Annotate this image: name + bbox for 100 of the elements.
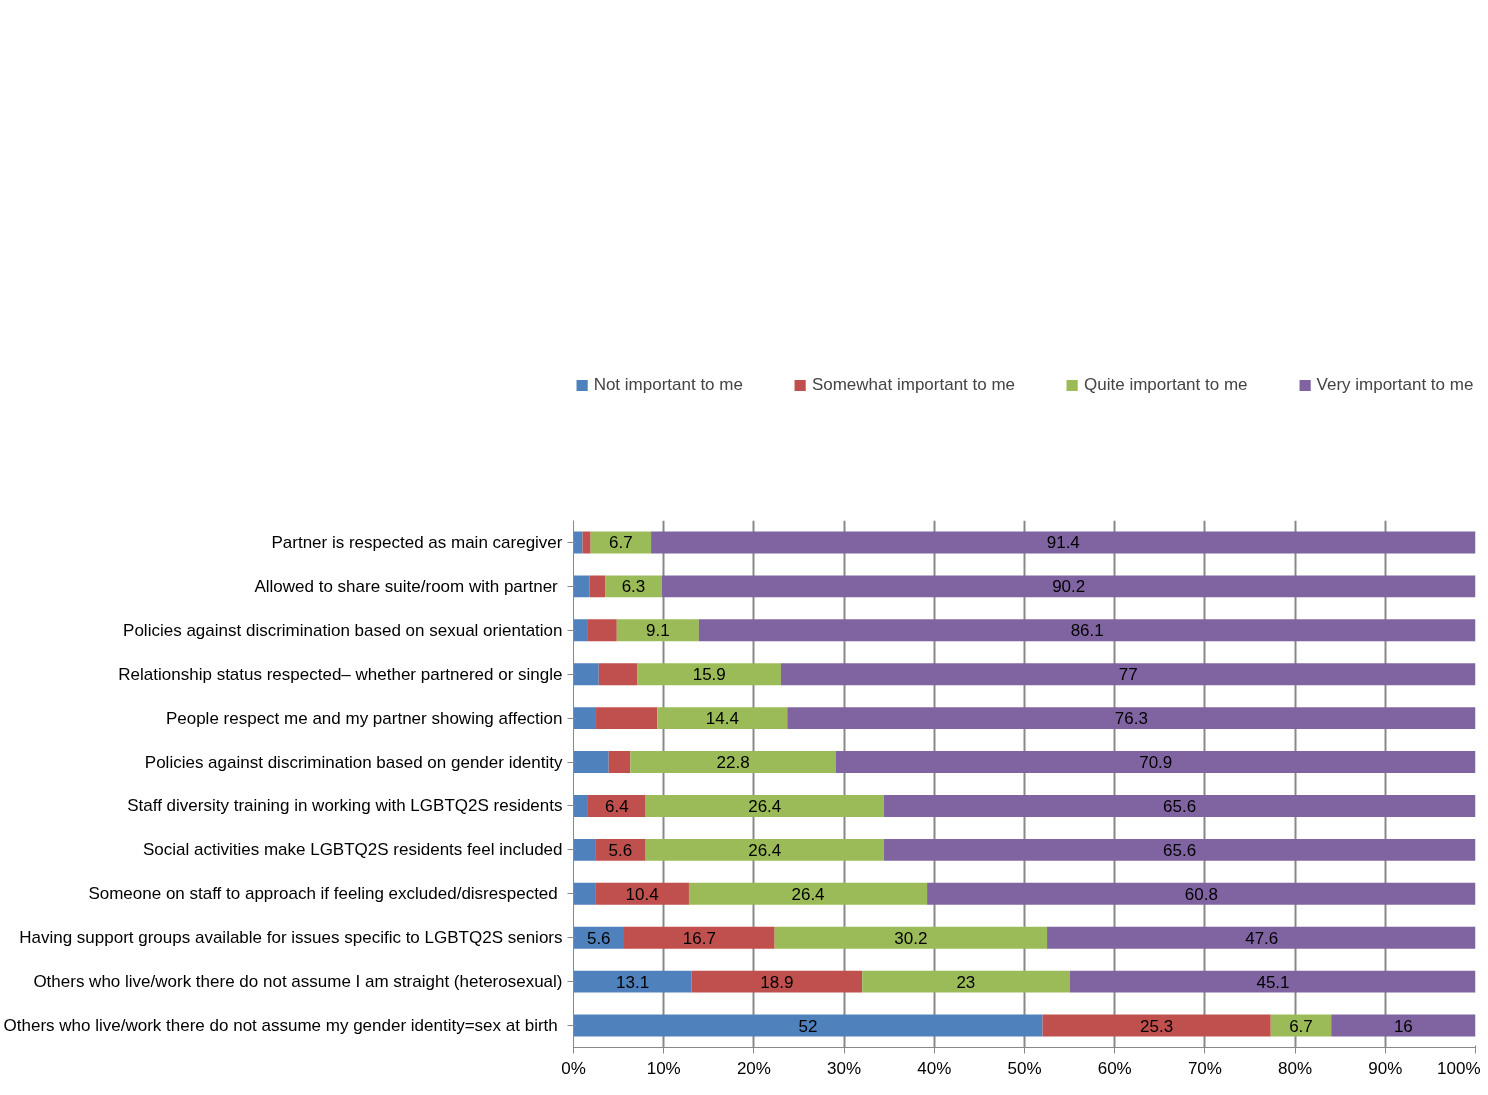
data-label: 6.4 — [604, 796, 629, 816]
y-tick-label: People respect me and my partner showing affection — [165, 708, 563, 728]
bar — [573, 575, 590, 598]
bar — [1042, 1014, 1271, 1037]
legend-label: Quite important to me — [1084, 375, 1248, 395]
data-label: 5.6 — [608, 840, 633, 860]
bar — [573, 531, 583, 554]
data-label: 16 — [1393, 1016, 1413, 1036]
data-label: 65.6 — [1163, 840, 1197, 860]
y-tick-label: Social activities make LGBTQ2S residents feel included — [142, 840, 563, 860]
bar — [927, 882, 1476, 905]
bar — [1047, 926, 1476, 949]
bar — [1069, 970, 1476, 993]
legend-label: Not important to me — [593, 375, 743, 395]
bar — [661, 575, 1476, 598]
data-label: 25.3 — [1140, 1016, 1174, 1036]
bar — [1270, 1014, 1332, 1037]
y-tick-label: Staff diversity training in working with LGBTQ2S residents — [127, 796, 563, 816]
bar — [835, 751, 1476, 774]
data-label: 15.9 — [692, 665, 726, 685]
bar — [573, 970, 692, 993]
data-label: 6.7 — [609, 533, 633, 553]
x-tick-label: 60% — [1097, 1058, 1132, 1078]
bar — [590, 531, 652, 554]
data-label: 70.9 — [1139, 753, 1173, 773]
data-label: 65.6 — [1163, 796, 1197, 816]
bar — [573, 663, 599, 686]
x-tick-label: 80% — [1278, 1058, 1313, 1078]
data-label: 26.4 — [791, 884, 825, 904]
bar — [587, 794, 646, 817]
data-label: 47.6 — [1245, 928, 1279, 948]
bar — [1331, 1014, 1476, 1037]
x-tick-label: 100% — [1437, 1058, 1481, 1078]
x-tick-label: 20% — [736, 1058, 771, 1078]
data-label: 18.9 — [760, 972, 794, 992]
bar — [616, 619, 699, 642]
x-tick-label: 0% — [561, 1058, 586, 1078]
bar — [688, 882, 928, 905]
y-tick-label: Relationship status respected– whether partnered or single — [118, 664, 563, 684]
data-label: 76.3 — [1114, 709, 1148, 729]
bar — [651, 531, 1476, 554]
bar — [787, 707, 1476, 730]
data-label: 60.8 — [1184, 884, 1218, 904]
bar — [589, 575, 606, 598]
y-tick-label: Others who live/work there do not assume I am straight (heterosexual) — [33, 972, 563, 992]
bar — [645, 794, 884, 817]
data-label: 26.4 — [748, 840, 782, 860]
bar — [596, 707, 658, 730]
bar — [573, 751, 609, 774]
legend-label: Very important to me — [1316, 375, 1474, 395]
x-tick-label: 30% — [827, 1058, 862, 1078]
y-tick-label: Allowed to share suite/room with partner — [254, 576, 559, 596]
data-label: 10.4 — [625, 884, 659, 904]
bar — [657, 707, 788, 730]
data-label: 5.6 — [586, 928, 611, 948]
x-tick-label: 70% — [1187, 1058, 1222, 1078]
bar — [862, 970, 1070, 993]
x-tick-label: 10% — [646, 1058, 681, 1078]
data-label: 52 — [798, 1016, 818, 1036]
x-tick-label: 50% — [1007, 1058, 1042, 1078]
bar — [573, 1014, 1043, 1037]
bar — [595, 882, 689, 905]
data-label: 77 — [1118, 665, 1138, 685]
data-label: 26.4 — [748, 796, 782, 816]
bar — [624, 926, 775, 949]
data-label: 9.1 — [646, 621, 670, 641]
x-tick-label: 90% — [1368, 1058, 1403, 1078]
bar — [883, 794, 1476, 817]
bar — [573, 838, 596, 861]
data-label: 6.7 — [1289, 1016, 1313, 1036]
bar — [691, 970, 863, 993]
bar — [630, 751, 836, 774]
data-label: 90.2 — [1052, 577, 1086, 597]
data-label: 6.3 — [621, 577, 646, 597]
bar — [573, 794, 588, 817]
bar — [883, 838, 1476, 861]
bar — [587, 619, 617, 642]
bar — [774, 926, 1048, 949]
data-label: 45.1 — [1256, 972, 1290, 992]
bar — [780, 663, 1476, 686]
bar — [637, 663, 781, 686]
data-label: 86.1 — [1070, 621, 1104, 641]
data-label: 91.4 — [1046, 533, 1080, 553]
data-label: 14.4 — [705, 709, 739, 729]
bar — [573, 619, 588, 642]
bar — [582, 531, 591, 554]
bar — [645, 838, 884, 861]
bar — [598, 663, 638, 686]
x-tick-label: 40% — [917, 1058, 952, 1078]
bar — [573, 707, 597, 730]
y-tick-label: Partner is respected as main caregiver — [271, 532, 563, 552]
y-tick-label: Someone on staff to approach if feeling excluded/disrespected — [88, 884, 558, 904]
bar — [608, 751, 631, 774]
y-tick-label: Policies against discrimination based on gender identity — [144, 752, 563, 772]
data-label: 30.2 — [894, 928, 928, 948]
y-tick-label: Others who live/work there do not assume my gender identity=sex at birth — [3, 1016, 558, 1036]
data-label: 23 — [956, 972, 976, 992]
data-label: 22.8 — [716, 753, 750, 773]
data-label: 16.7 — [682, 928, 716, 948]
data-label: 13.1 — [616, 972, 650, 992]
